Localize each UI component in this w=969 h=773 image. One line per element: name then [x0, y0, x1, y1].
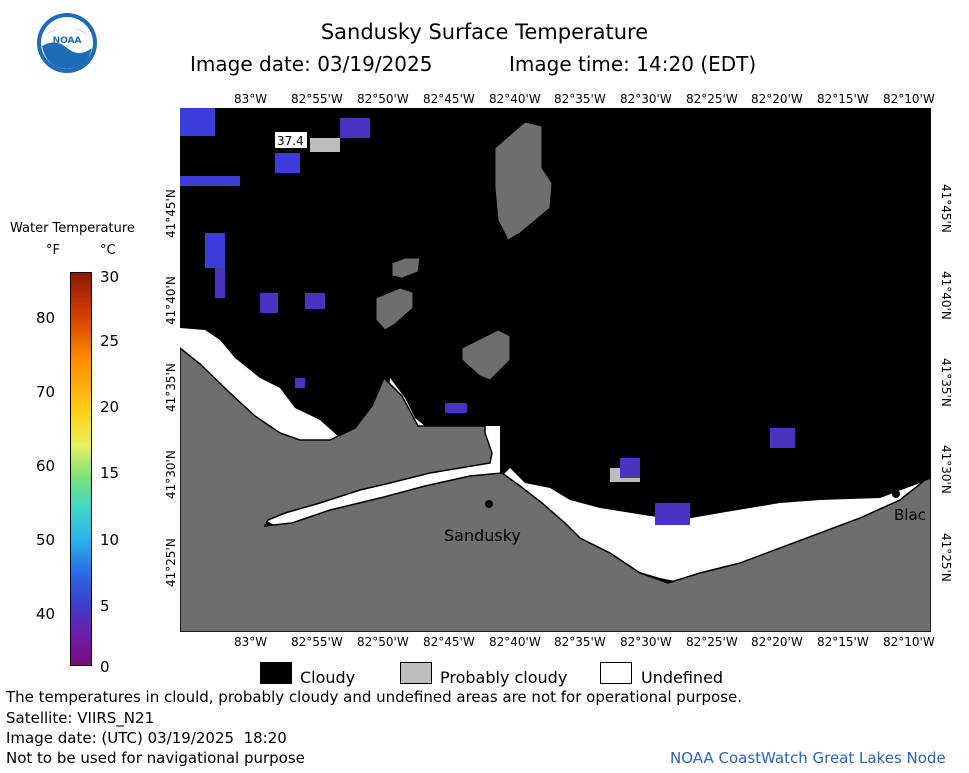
colorbar-c-tick: 0 [100, 658, 110, 676]
lon-tick: 82°15'W [817, 635, 869, 649]
probably-cloudy-area [494, 121, 553, 241]
lon-tick: 82°10'W [883, 635, 935, 649]
colorbar-c-tick: 20 [100, 398, 120, 416]
lon-tick: 82°25'W [686, 92, 738, 106]
land-area [180, 347, 931, 632]
colorbar-f-tick: 70 [36, 383, 56, 401]
lat-tick: 41°25'N [939, 533, 953, 582]
legend-label-probably-cloudy: Probably cloudy [440, 668, 568, 687]
colorbar-title: Water Temperature [10, 221, 135, 236]
sample-value-box [275, 132, 307, 148]
lon-tick: 82°15'W [817, 92, 869, 106]
colorbar [70, 272, 92, 666]
lon-tick: 83°W [234, 92, 268, 106]
undefined-area [180, 328, 931, 586]
lon-tick: 82°35'W [554, 92, 606, 106]
lon-tick: 82°45'W [423, 92, 475, 106]
colorbar-c-tick: 30 [100, 268, 120, 286]
place-label-edge: Blac [894, 506, 926, 524]
lon-tick: 82°45'W [423, 635, 475, 649]
colorbar-c-tick: 10 [100, 531, 120, 549]
sandusky-marker [485, 500, 493, 508]
lon-tick: 82°55'W [291, 635, 343, 649]
colorbar-f-tick: 80 [36, 309, 56, 327]
lat-tick: 41°35'N [939, 358, 953, 407]
probably-cloudy-area [461, 329, 511, 381]
lat-tick: 41°35'N [164, 363, 178, 412]
lon-tick: 82°25'W [686, 635, 738, 649]
disclaimer-text: The temperatures in clould, probably clo… [6, 688, 743, 706]
probably-cloudy-area [375, 287, 414, 331]
lat-tick: 41°25'N [164, 538, 178, 587]
colorbar-f-tick: 40 [36, 605, 56, 623]
credit-text: NOAA CoastWatch Great Lakes Node [670, 749, 946, 767]
lat-tick: 41°45'N [939, 184, 953, 233]
satellite-text: Satellite: VIIRS_N21 [6, 709, 155, 727]
lon-tick: 82°50'W [357, 92, 409, 106]
edge-place-marker [892, 490, 900, 498]
lon-tick: 82°20'W [751, 92, 803, 106]
colorbar-f-tick: 60 [36, 457, 56, 475]
nav-warning-text: Not to be used for navigational purpose [6, 749, 305, 767]
legend-swatch-cloudy [260, 662, 292, 684]
page-title: Sandusky Surface Temperature [320, 20, 649, 44]
lat-tick: 41°45'N [164, 189, 178, 238]
place-label-sandusky: Sandusky [444, 526, 521, 545]
probably-cloudy-area [391, 257, 421, 279]
colorbar-unit-f: °F [46, 243, 60, 258]
noaa-logo: NOAA [36, 12, 98, 74]
lon-tick: 82°30'W [620, 92, 672, 106]
lat-tick: 41°30'N [939, 445, 953, 494]
lon-tick: 82°55'W [291, 92, 343, 106]
image-date: Image date: 03/19/2025 [190, 52, 433, 76]
lat-tick: 41°30'N [164, 450, 178, 499]
probably-cloudy-area [310, 138, 340, 152]
colorbar-c-tick: 25 [100, 332, 120, 350]
colorbar-unit-c: °C [100, 243, 116, 258]
lon-tick: 82°30'W [620, 635, 672, 649]
colorbar-c-tick: 5 [100, 597, 110, 615]
colorbar-f-tick: 50 [36, 531, 56, 549]
lat-tick: 41°40'N [939, 271, 953, 320]
utc-date-text: Image date: (UTC) 03/19/2025 18:20 [6, 729, 287, 747]
legend-swatch-probably-cloudy [400, 662, 432, 684]
lon-tick: 82°35'W [554, 635, 606, 649]
lat-tick: 41°40'N [164, 276, 178, 325]
lon-tick: 82°10'W [883, 92, 935, 106]
water-temperature-pixels [180, 108, 795, 525]
sst-map: 37.4 Sandusky Blac [180, 108, 931, 632]
colorbar-c-tick: 15 [100, 464, 120, 482]
sample-value: 37.4 [277, 134, 304, 148]
lon-tick: 83°W [234, 635, 268, 649]
lon-tick: 82°50'W [357, 635, 409, 649]
image-time: Image time: 14:20 (EDT) [509, 52, 757, 76]
legend-swatch-undefined [600, 662, 632, 684]
lon-tick: 82°20'W [751, 635, 803, 649]
lon-tick: 82°40'W [489, 92, 541, 106]
lon-tick: 82°40'W [489, 635, 541, 649]
legend-label-undefined: Undefined [641, 668, 724, 687]
logo-text: NOAA [53, 36, 82, 46]
legend-label-cloudy: Cloudy [300, 668, 356, 687]
